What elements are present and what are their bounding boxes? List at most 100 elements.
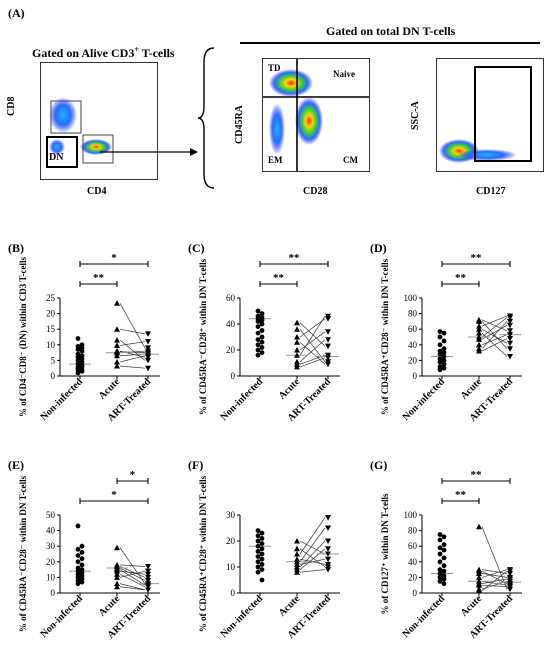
- data-point: [294, 339, 300, 345]
- data-point: [145, 339, 151, 345]
- data-point: [145, 345, 151, 351]
- data-point: [259, 541, 265, 546]
- chart-svg: (B) 0 5 10 15 20 25 % of CD4⁻CD8⁻ (DN) within C…: [8, 241, 160, 424]
- y-tick-label: 40: [408, 557, 418, 567]
- gate1-title-sup: +: [134, 45, 139, 54]
- chart-panel-g: (G) 0 20 40 60 80 100 % of CD127⁺ within DN T-c…: [362, 455, 544, 665]
- data-point: [145, 571, 151, 578]
- flow2-xlabel: CD28: [303, 186, 328, 197]
- pair-line: [299, 548, 326, 568]
- flow1-xlabel: CD4: [87, 186, 107, 197]
- pair-line: [481, 584, 508, 588]
- chart-panel-f: (F) 0 10 20 30 % of CD45RA⁺CD28⁺ within DN T-…: [180, 455, 362, 665]
- data-point: [255, 538, 261, 544]
- data-point: [507, 354, 513, 360]
- data-point: [259, 556, 265, 562]
- chart-panel-label: (C): [188, 241, 205, 255]
- chart-panel-label: (G): [370, 458, 387, 472]
- flow3-ylabel: SSC-A: [410, 101, 421, 130]
- sig-label: **: [471, 469, 483, 481]
- data-point: [441, 542, 447, 548]
- data-point: [325, 538, 331, 544]
- data-point: [437, 329, 443, 334]
- data-point: [114, 326, 120, 332]
- y-tick-label: 0: [51, 371, 56, 381]
- data-point: [114, 363, 120, 369]
- data-point: [476, 336, 482, 342]
- data-point: [294, 538, 300, 544]
- data-point: [325, 551, 331, 557]
- x-tick-label: Acute: [277, 376, 303, 402]
- data-point: [476, 523, 482, 530]
- data-point: [75, 370, 81, 376]
- data-point: [476, 341, 482, 348]
- data-point: [114, 300, 120, 306]
- y-tick-label: 100: [404, 293, 418, 303]
- flow1-ylabel: CD8: [6, 96, 17, 116]
- data-point: [75, 336, 81, 341]
- data-point: [259, 546, 265, 552]
- y-axis-label: % of CD45RA⁺CD28⁺ within DN T-cells: [198, 475, 208, 632]
- data-point: [145, 365, 151, 372]
- y-tick-label: 5: [51, 355, 56, 365]
- data-point: [437, 545, 443, 551]
- pair-line: [299, 318, 326, 338]
- sig-label: **: [289, 252, 301, 264]
- data-point: [79, 543, 85, 549]
- data-point: [79, 556, 85, 562]
- data-point: [294, 352, 300, 358]
- data-point: [294, 551, 300, 557]
- x-tick-label: Acute: [97, 376, 123, 402]
- data-point: [441, 338, 447, 344]
- data-point: [145, 578, 151, 584]
- data-point: [441, 361, 447, 367]
- data-point: [294, 347, 300, 353]
- pair-line: [119, 570, 146, 578]
- data-point: [441, 330, 447, 336]
- pair-line: [299, 357, 326, 368]
- gate-brace: [198, 47, 215, 189]
- data-point: [507, 322, 513, 329]
- pair-line: [299, 548, 326, 570]
- data-point: [441, 563, 447, 569]
- pair-line: [481, 315, 508, 327]
- y-tick-label: 0: [413, 588, 418, 598]
- data-point: [437, 537, 443, 543]
- quadrant-naive: Naive: [333, 69, 355, 79]
- chart-panel-label: (F): [188, 458, 203, 472]
- data-point: [259, 562, 265, 567]
- pair-line: [299, 558, 326, 565]
- data-point: [507, 586, 513, 593]
- data-point: [476, 326, 482, 332]
- data-point: [145, 584, 151, 590]
- sig-label: **: [471, 252, 483, 264]
- y-tick-label: 20: [46, 557, 56, 567]
- data-point: [255, 554, 261, 559]
- sig-label: **: [93, 272, 105, 284]
- data-point: [145, 563, 151, 570]
- y-tick-label: 60: [226, 293, 236, 303]
- data-point: [437, 342, 443, 348]
- data-point: [79, 562, 85, 568]
- data-point: [79, 550, 85, 555]
- data-point: [255, 319, 261, 324]
- flow-plot-cd127-ssc-svg: [439, 66, 532, 163]
- pair-line: [119, 365, 146, 369]
- data-point: [325, 316, 331, 322]
- data-point: [255, 337, 261, 342]
- x-tick-label: Acute: [459, 593, 485, 619]
- x-tick-label: Non-infected: [38, 376, 85, 423]
- x-tick-label: Non-infected: [38, 593, 85, 640]
- chart-panel-label: (E): [8, 458, 24, 472]
- data-point: [114, 544, 120, 551]
- data-point: [507, 336, 513, 342]
- data-point: [255, 569, 261, 575]
- data-point: [441, 547, 447, 553]
- data-point: [437, 567, 443, 572]
- x-tick-label: Acute: [459, 376, 485, 402]
- y-tick-label: 10: [46, 572, 56, 582]
- data-point: [75, 546, 81, 552]
- data-point: [259, 567, 265, 572]
- pair-line: [481, 317, 508, 338]
- gate2-header-line: [240, 42, 540, 44]
